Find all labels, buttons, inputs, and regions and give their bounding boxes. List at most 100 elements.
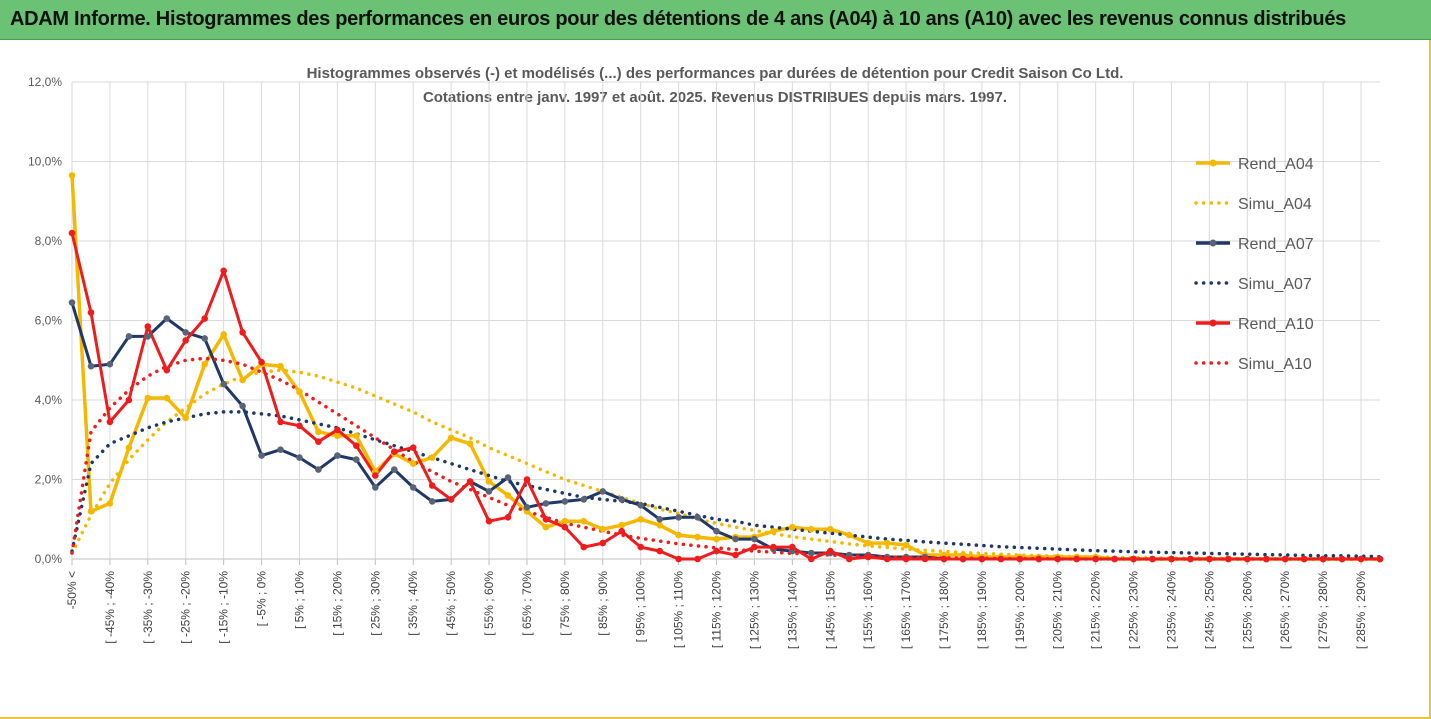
y-tick-label: 4,0% <box>35 393 63 407</box>
x-tick-label: [ 195% ; 200% <box>1013 571 1027 649</box>
point-Rend_A10 <box>827 547 834 555</box>
legend-label-Rend_A04: Rend_A04 <box>1238 156 1314 173</box>
point-Rend_A04 <box>315 428 322 436</box>
x-tick-label: [ 175% ; 180% <box>937 571 951 649</box>
point-Rend_A07 <box>372 484 379 491</box>
point-Rend_A10 <box>296 422 303 430</box>
point-Rend_A07 <box>125 333 133 340</box>
x-tick-label: -50% < <box>65 571 79 609</box>
point-Rend_A10 <box>1376 555 1384 563</box>
point-Rend_A10 <box>239 329 246 336</box>
point-Rend_A10 <box>144 323 152 330</box>
point-Rend_A10 <box>1244 555 1251 563</box>
point-Rend_A07 <box>637 502 644 509</box>
point-Rend_A10 <box>220 267 227 275</box>
point-Rend_A04 <box>485 478 493 485</box>
point-Rend_A10 <box>1111 555 1118 563</box>
report-banner: ADAM Informe. Histogrammes des performan… <box>0 0 1431 40</box>
point-Rend_A10 <box>466 478 474 485</box>
x-tick-label: [ 105% ; 110% <box>672 571 686 648</box>
x-tick-label: [ -35% ; -30% <box>141 571 155 644</box>
series-line-Simu_A04 <box>70 368 1382 561</box>
x-tick-label: [ 215% ; 220% <box>1089 571 1103 649</box>
point-Rend_A10 <box>334 426 341 434</box>
series-line-Rend_A04 <box>70 173 1382 561</box>
point-Rend_A04 <box>220 331 227 338</box>
point-Rend_A07 <box>87 362 95 370</box>
x-tick-label: [ 45% ; 50% <box>444 571 458 636</box>
point-Rend_A10 <box>599 539 607 547</box>
x-tick-label: [ 75% ; 80% <box>558 571 572 636</box>
series-line-Rend_A10 <box>70 231 1382 561</box>
point-Rend_A10 <box>921 555 929 563</box>
point-Rend_A04 <box>864 539 872 547</box>
point-Rend_A10 <box>959 555 967 563</box>
x-tick-label: [ -5% ; 0% <box>255 571 269 627</box>
chart-title-line: Histogrammes observés (-) et modélisés (… <box>307 65 1124 82</box>
point-Rend_A07 <box>694 514 701 521</box>
point-Rend_A04 <box>656 521 663 529</box>
x-tick-label: [ 125% ; 130% <box>747 571 761 649</box>
x-tick-label: [ 145% ; 150% <box>823 571 837 649</box>
point-Rend_A10 <box>732 551 739 559</box>
point-Rend_A04 <box>87 508 95 515</box>
point-Rend_A04 <box>353 432 360 440</box>
point-Rend_A07 <box>751 535 758 543</box>
point-Rend_A07 <box>315 466 322 473</box>
point-Rend_A10 <box>561 523 569 531</box>
x-tick-label: [ 35% ; 40% <box>406 571 420 636</box>
point-Rend_A10 <box>87 309 95 316</box>
point-Rend_A04 <box>201 360 208 368</box>
x-tick-label: [ -45% ; -40% <box>103 571 117 644</box>
point-Rend_A04 <box>770 527 777 535</box>
point-Rend_A07 <box>485 488 493 495</box>
point-Rend_A07 <box>599 488 607 495</box>
point-Rend_A10 <box>68 229 76 237</box>
x-tick-label: [ 205% ; 210% <box>1051 571 1065 649</box>
point-Rend_A10 <box>789 543 796 551</box>
point-Rend_A07 <box>334 452 341 459</box>
x-tick-label: [ 85% ; 90% <box>596 571 610 636</box>
point-Rend_A07 <box>258 452 265 459</box>
point-Rend_A07 <box>239 402 246 410</box>
y-tick-label: 12,0% <box>28 75 62 89</box>
point-Rend_A10 <box>1054 555 1061 563</box>
x-tick-label: [ 65% ; 70% <box>520 571 534 636</box>
point-Rend_A04 <box>618 521 625 529</box>
y-tick-label: 0,0% <box>35 552 63 566</box>
x-tick-label: [ 235% ; 240% <box>1164 571 1178 649</box>
point-Rend_A04 <box>409 460 417 467</box>
x-tick-label: [ 225% ; 230% <box>1127 571 1141 649</box>
series-line-Simu_A10 <box>70 356 1382 561</box>
point-Rend_A04 <box>277 362 284 370</box>
x-tick-label: [ 185% ; 190% <box>975 571 989 649</box>
legend-marker-Rend_A10 <box>1209 319 1217 327</box>
y-tick-label: 2,0% <box>35 473 63 487</box>
point-Rend_A10 <box>1187 555 1194 563</box>
point-Rend_A04 <box>542 523 550 531</box>
point-Rend_A07 <box>808 549 815 557</box>
point-Rend_A10 <box>1357 555 1365 563</box>
histogram-chart: Histogrammes observés (-) et modélisés (… <box>28 65 1384 649</box>
point-Rend_A04 <box>561 517 569 525</box>
point-Rend_A04 <box>428 454 436 461</box>
point-Rend_A10 <box>1016 555 1024 563</box>
point-Rend_A07 <box>580 496 588 503</box>
point-Rend_A10 <box>618 527 625 535</box>
point-Rend_A04 <box>675 531 682 539</box>
point-Rend_A10 <box>883 555 891 563</box>
legend-label-Rend_A07: Rend_A07 <box>1238 236 1314 253</box>
point-Rend_A04 <box>296 388 303 396</box>
point-Rend_A10 <box>1149 555 1156 563</box>
point-Rend_A04 <box>163 394 171 402</box>
point-Rend_A07 <box>106 360 114 368</box>
point-Rend_A10 <box>201 315 208 322</box>
x-tick-label: [ 135% ; 140% <box>785 571 799 649</box>
point-Rend_A10 <box>353 442 360 450</box>
point-Rend_A04 <box>637 516 644 523</box>
point-Rend_A10 <box>978 555 986 563</box>
point-Rend_A10 <box>1338 555 1346 563</box>
point-Rend_A10 <box>637 543 644 551</box>
x-tick-label: [ 55% ; 60% <box>482 571 496 636</box>
x-tick-label: [ 285% ; 290% <box>1354 571 1368 649</box>
